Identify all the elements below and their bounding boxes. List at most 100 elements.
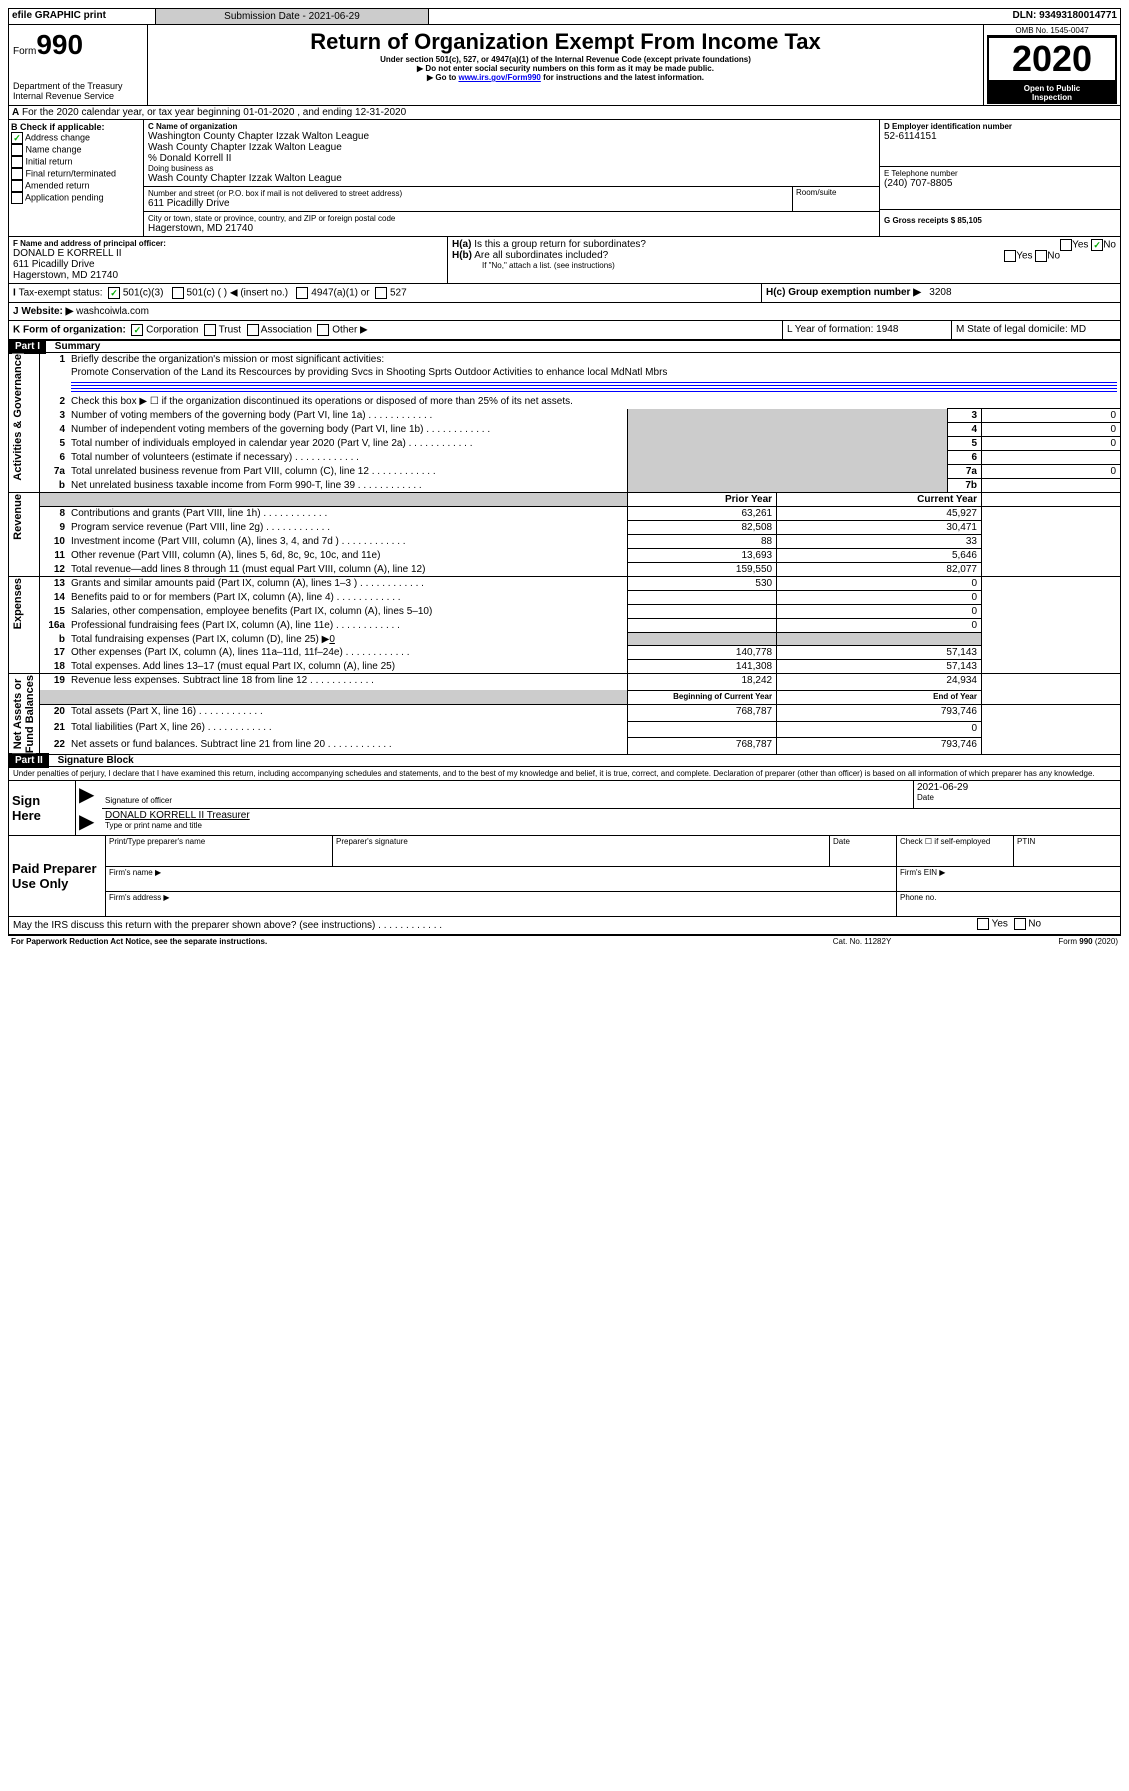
sign-here-label: Sign Here (9, 781, 76, 836)
p18: 141,308 (628, 660, 777, 674)
c11: 5,646 (777, 549, 982, 563)
hdr-prior: Prior Year (628, 493, 777, 507)
tax-year: 2020 (987, 36, 1117, 82)
p17: 140,778 (628, 646, 777, 660)
form-footer: Form 990 (2020) (965, 936, 1121, 947)
chk-501c3[interactable] (108, 287, 120, 299)
street-label: Number and street (or P.O. box if mail i… (148, 189, 788, 198)
form-title: Return of Organization Exempt From Incom… (152, 29, 979, 55)
gross-receipts: G Gross receipts $ 85,105 (880, 210, 1120, 231)
line-8: Contributions and grants (Part VIII, lin… (68, 507, 628, 521)
chk-trust[interactable] (204, 324, 216, 336)
chk-other[interactable] (317, 324, 329, 336)
c16a: 0 (777, 619, 982, 633)
ha-yes[interactable] (1060, 239, 1072, 251)
prep-name-label: Print/Type preparer's name (106, 836, 333, 867)
line-14: Benefits paid to or for members (Part IX… (68, 591, 628, 605)
hb-no[interactable] (1035, 250, 1047, 262)
discuss-no[interactable] (1014, 918, 1026, 930)
section-rev: Revenue (12, 494, 24, 540)
line-7b: Net unrelated business taxable income fr… (68, 479, 628, 493)
p13: 530 (628, 577, 777, 591)
line-3: Number of voting members of the governin… (68, 409, 628, 423)
p15 (628, 605, 777, 619)
firm-addr-label: Firm's address ▶ (106, 892, 897, 917)
line-5: Total number of individuals employed in … (68, 437, 628, 451)
c21: 0 (777, 721, 982, 738)
val-3: 0 (982, 409, 1121, 423)
p16a (628, 619, 777, 633)
officer-print: DONALD KORRELL II Treasurer (105, 810, 1117, 821)
sig-date: 2021-06-29 (917, 782, 1117, 793)
efile-label[interactable]: efile GRAPHIC print (12, 10, 106, 21)
firm-ein-label: Firm's EIN ▶ (897, 867, 1121, 892)
p21 (628, 721, 777, 738)
line-9: Program service revenue (Part VIII, line… (68, 521, 628, 535)
website-row: J Website: ▶ washcoiwla.com (8, 303, 1121, 321)
sign-here-block: Sign Here ▶ Signature of officer 2021-06… (8, 781, 1121, 836)
ptin-label: PTIN (1014, 836, 1121, 867)
tax-exempt-row: I Tax-exempt status: 501(c)(3) 501(c) ( … (9, 284, 762, 303)
prep-date-label: Date (830, 836, 897, 867)
ha-no[interactable] (1091, 239, 1103, 251)
c22: 793,746 (777, 738, 982, 755)
chk-527[interactable] (375, 287, 387, 299)
boxk: K Form of organization: Corporation Trus… (9, 321, 783, 340)
line-20: Total assets (Part X, line 16) (68, 705, 628, 722)
chk-501c[interactable] (172, 287, 184, 299)
boxe-label: E Telephone number (884, 169, 1116, 178)
irs-link[interactable]: www.irs.gov/Form990 (458, 73, 540, 82)
chk-init[interactable] (11, 156, 23, 168)
boxd-label: D Employer identification number (884, 122, 1116, 131)
chk-amend[interactable] (11, 180, 23, 192)
line-6: Total number of volunteers (estimate if … (68, 451, 628, 465)
hb-note: If "No," attach a list. (see instruction… (452, 261, 1116, 270)
form-header: Form990 Department of the TreasuryIntern… (8, 25, 1121, 106)
line-1: Briefly describe the organization's miss… (68, 353, 1121, 366)
p8: 63,261 (628, 507, 777, 521)
line-12: Total revenue—add lines 8 through 11 (mu… (68, 563, 628, 577)
dba: Wash County Chapter Izzak Walton League (148, 173, 875, 184)
note-ssn: ▶ Do not enter social security numbers o… (152, 64, 979, 73)
top-bar: efile GRAPHIC print Submission Date - 20… (8, 8, 1121, 25)
declaration: Under penalties of perjury, I declare th… (8, 767, 1121, 781)
chk-final[interactable] (11, 168, 23, 180)
chk-app[interactable] (11, 192, 23, 204)
discuss-yes[interactable] (977, 918, 989, 930)
summary-table: Activities & Governance 1 Briefly descri… (8, 353, 1121, 755)
dept: Department of the TreasuryInternal Reven… (13, 81, 143, 101)
line-16b: Total fundraising expenses (Part IX, col… (68, 633, 628, 646)
val-6 (982, 451, 1121, 465)
p20: 768,787 (628, 705, 777, 722)
line-21: Total liabilities (Part X, line 26) (68, 721, 628, 738)
boxf-label: F Name and address of principal officer: (13, 239, 443, 248)
paid-label: Paid Preparer Use Only (9, 836, 106, 917)
city-label: City or town, state or province, country… (148, 214, 875, 223)
chk-corp[interactable] (131, 324, 143, 336)
period-a: A For the 2020 calendar year, or tax yea… (8, 106, 1121, 120)
hdr-current: Current Year (777, 493, 982, 507)
firm-phone-label: Phone no. (897, 892, 1121, 917)
chk-4947[interactable] (296, 287, 308, 299)
self-emp[interactable]: Check ☐ if self-employed (897, 836, 1014, 867)
room-label: Room/suite (793, 187, 880, 212)
chk-assoc[interactable] (247, 324, 259, 336)
ha: H(a) Is this a group return for subordin… (452, 239, 1116, 250)
p22: 768,787 (628, 738, 777, 755)
chk-addr[interactable] (11, 132, 23, 144)
c20: 793,746 (777, 705, 982, 722)
c8: 45,927 (777, 507, 982, 521)
p12: 159,550 (628, 563, 777, 577)
boxl: L Year of formation: 1948 (783, 321, 952, 340)
p19: 18,242 (628, 674, 777, 691)
open-public: Open to Public Inspection (987, 82, 1117, 104)
hb-yes[interactable] (1004, 250, 1016, 262)
c14: 0 (777, 591, 982, 605)
mission-text: Promote Conservation of the Land its Res… (68, 366, 1121, 379)
submission-date-btn[interactable]: Submission Date - 2021-06-29 (156, 9, 429, 25)
chk-name[interactable] (11, 144, 23, 156)
prep-sig-label: Preparer's signature (333, 836, 830, 867)
discuss-q: May the IRS discuss this return with the… (9, 917, 975, 935)
section-exp: Expenses (12, 578, 24, 629)
p9: 82,508 (628, 521, 777, 535)
